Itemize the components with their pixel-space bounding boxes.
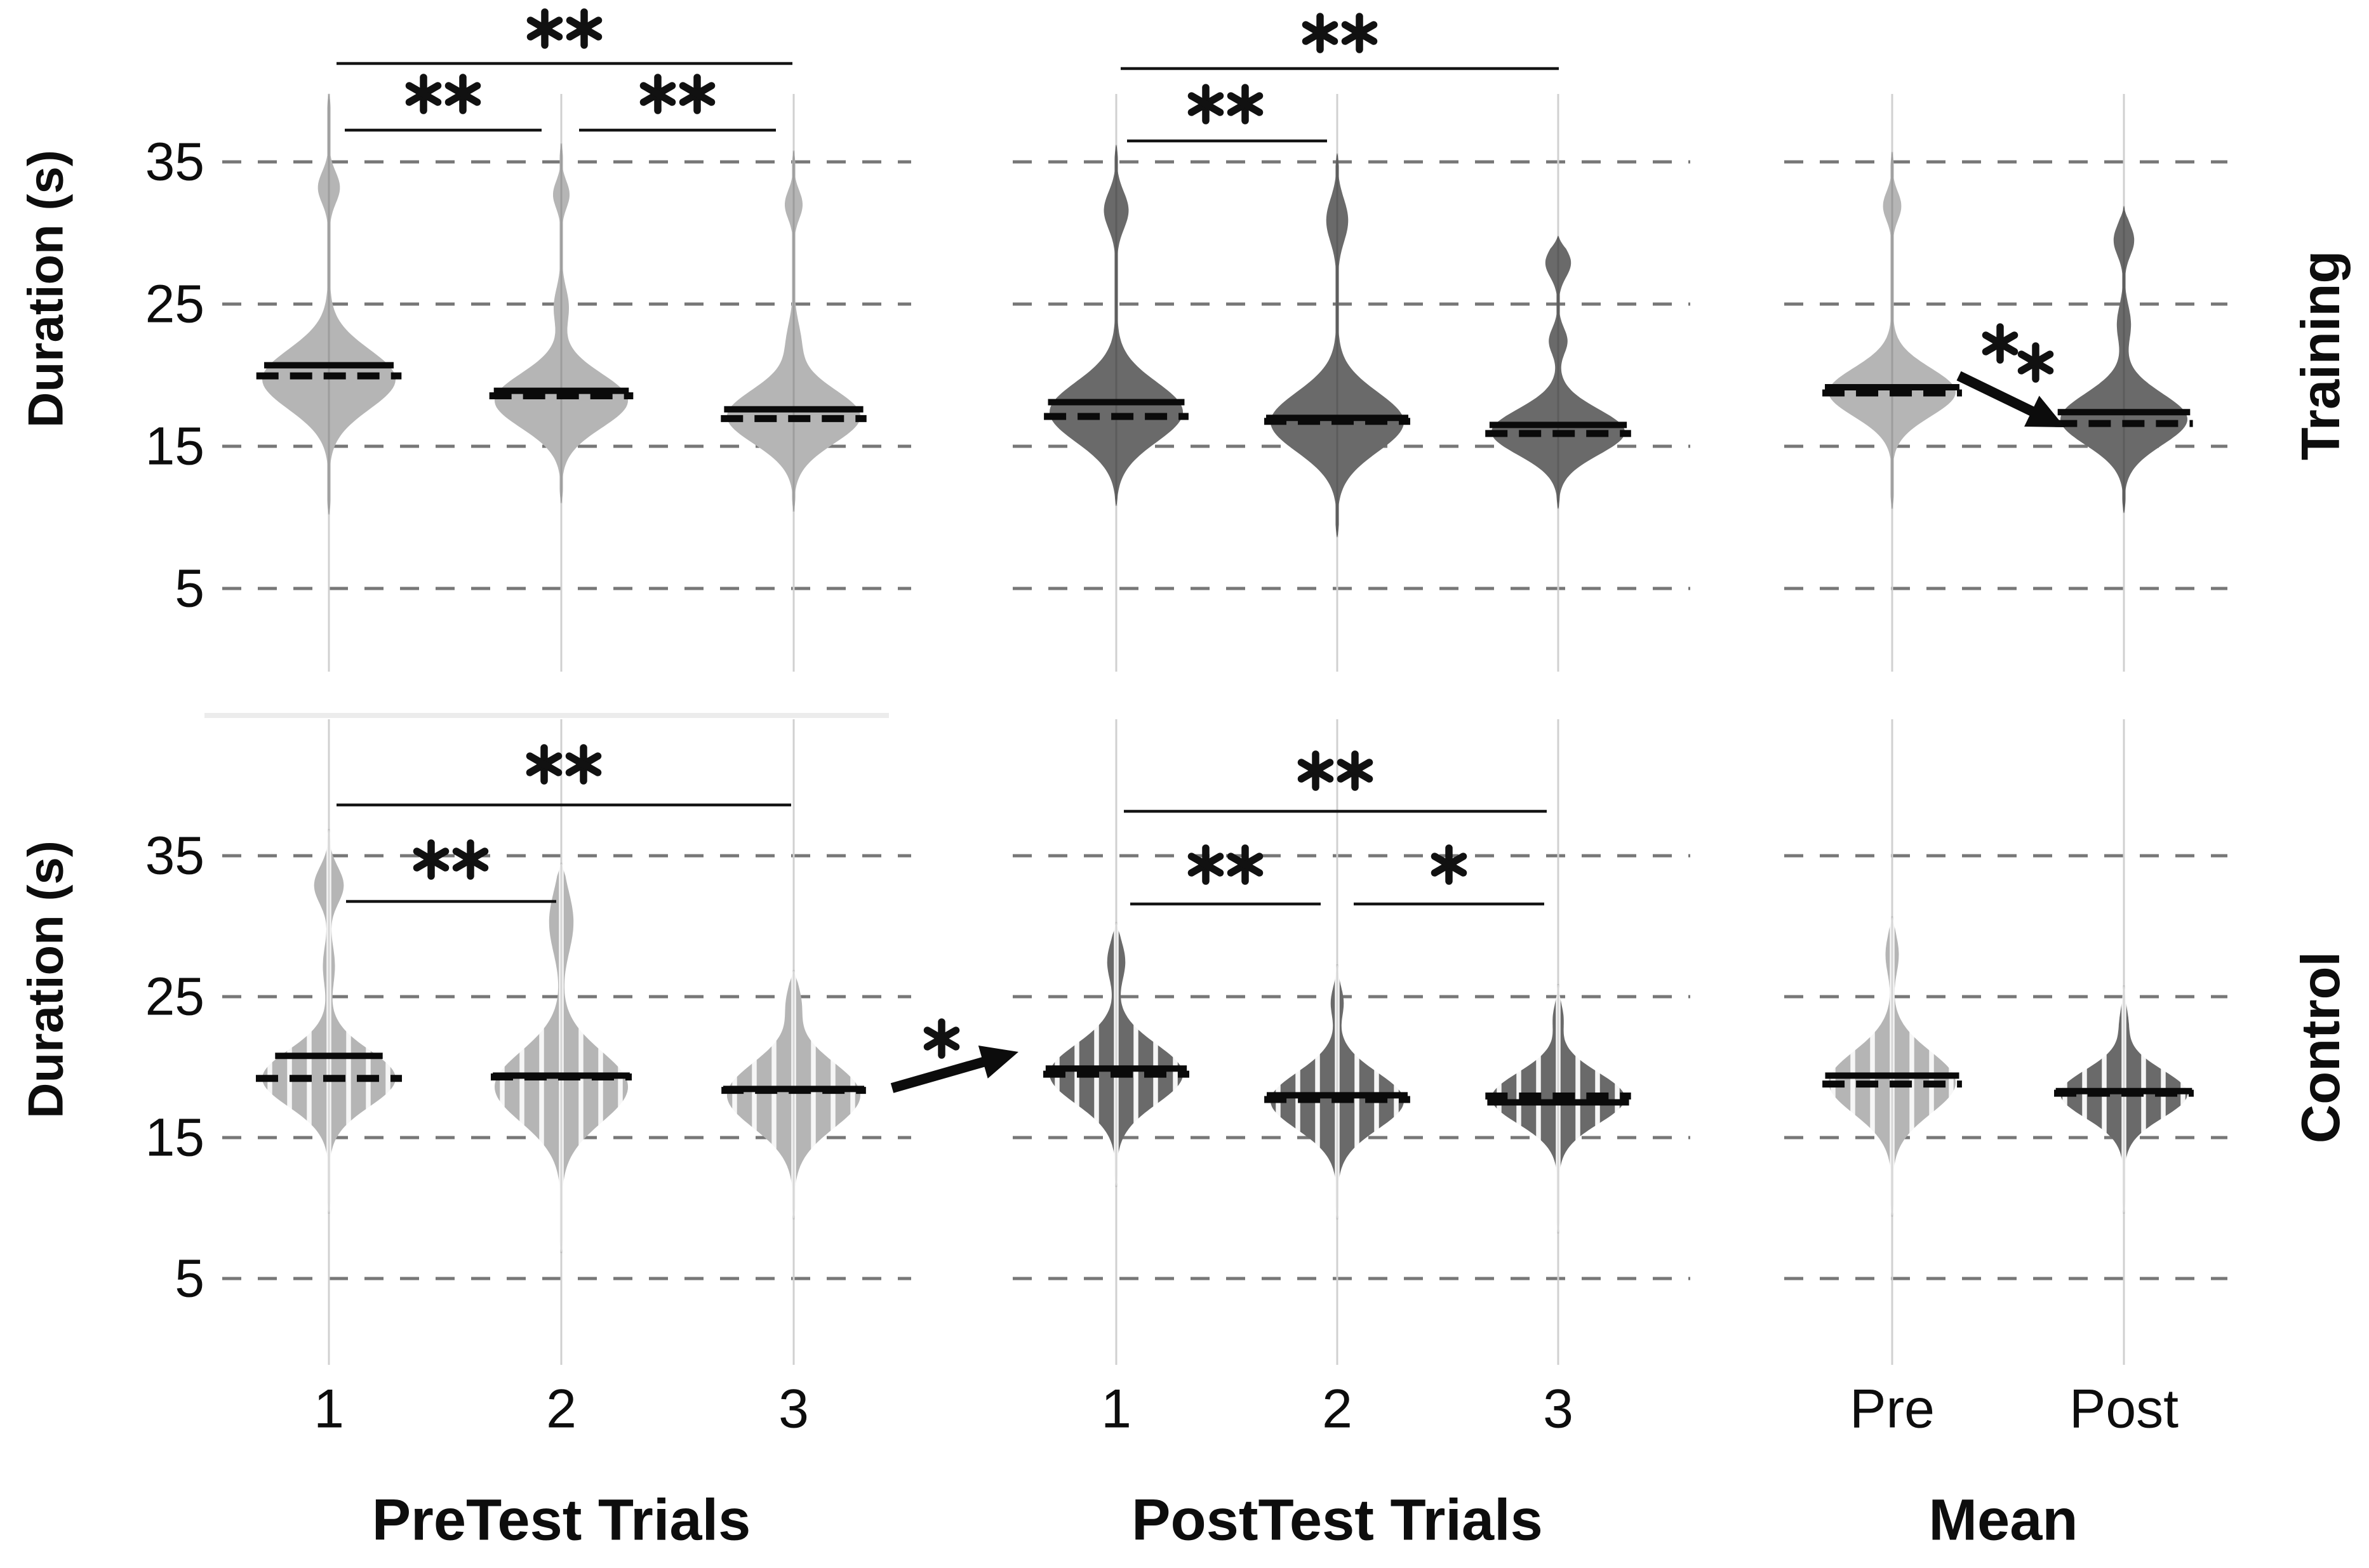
asterisk-stroke: [1227, 853, 1264, 877]
violin-control-mean-post: [2060, 985, 2187, 1214]
significance-stars: [1227, 84, 1264, 124]
violin-control-posttest-3: [1491, 984, 1625, 1233]
significance-stars: [405, 74, 442, 114]
y-tick-label: 15: [145, 416, 204, 476]
asterisk-stroke: [1341, 21, 1378, 45]
violin-control-pretest-1: [262, 828, 396, 1214]
significance-stars: [526, 8, 563, 49]
significance-stars: [452, 839, 489, 880]
significance-stars: [639, 74, 676, 114]
violin-control-pretest-2: [495, 863, 628, 1253]
arrow-significance-star: [2017, 342, 2054, 383]
asterisk-stroke: [639, 82, 676, 106]
y-tick-label: 5: [175, 1248, 204, 1308]
y-tick-label: 35: [145, 825, 204, 886]
trend-arrow-head: [978, 1046, 1018, 1079]
y-axis-label-top: Duration (s): [17, 150, 74, 428]
asterisk-stroke: [1302, 21, 1338, 45]
asterisk-stroke: [526, 17, 563, 41]
violin-training-mean-pre: [1829, 152, 1956, 509]
asterisk-stroke: [566, 17, 603, 41]
y-tick-label: 5: [175, 558, 204, 618]
asterisk-stroke: [1187, 853, 1224, 877]
significance-stars: [444, 74, 481, 114]
trend-arrow-shaft: [1956, 371, 2045, 421]
x-tick-label: 2: [1322, 1378, 1352, 1440]
asterisk-stroke: [565, 752, 602, 776]
significance-stars: [413, 839, 450, 880]
significance-stars: [566, 8, 603, 49]
significance-stars: [679, 74, 716, 114]
significance-stars: [1431, 844, 1467, 885]
panel-title-pretest: PreTest Trials: [371, 1487, 751, 1553]
x-tick-label: 1: [314, 1378, 344, 1440]
asterisk-stroke: [444, 82, 481, 106]
asterisk-stroke: [1982, 331, 2019, 355]
violin-control-mean-pre: [1829, 916, 1956, 1217]
x-tick-label: 3: [1543, 1378, 1573, 1440]
x-tick-label: 2: [546, 1378, 577, 1440]
significance-stars: [1341, 13, 1378, 53]
significance-stars: [565, 744, 602, 785]
y-tick-label: 25: [145, 274, 204, 334]
y-tick-label: 25: [145, 966, 204, 1027]
asterisk-stroke: [452, 847, 489, 872]
x-tick-label: Post: [2069, 1378, 2179, 1440]
y-tick-label: 35: [145, 131, 204, 192]
trend-arrow-shaft: [890, 1054, 996, 1093]
significance-stars: [1297, 750, 1334, 791]
significance-stars: [1187, 844, 1224, 885]
row-label-control: Control: [2291, 951, 2351, 1144]
significance-stars: [526, 744, 563, 785]
significance-stars: [1227, 844, 1264, 885]
violin-control-posttest-1: [1050, 922, 1183, 1187]
violin-training-mean-post: [2060, 206, 2187, 514]
asterisk-stroke: [1227, 92, 1264, 116]
violin-training-posttest-2: [1271, 153, 1404, 538]
x-tick-label: 1: [1101, 1378, 1131, 1440]
asterisk-stroke: [1337, 759, 1373, 783]
asterisk-stroke: [413, 847, 450, 872]
arrow-significance-star: [923, 1018, 960, 1059]
asterisk-stroke: [1431, 853, 1467, 877]
trend-arrow-head: [2024, 395, 2065, 427]
panel-title-posttest: PostTest Trials: [1131, 1487, 1543, 1553]
significance-stars: [1187, 84, 1224, 124]
y-tick-label: 15: [145, 1107, 204, 1167]
violin-training-pretest-1: [262, 93, 396, 515]
violin-control-pretest-3: [727, 969, 860, 1219]
violin-training-posttest-3: [1491, 236, 1625, 509]
asterisk-stroke: [1297, 759, 1334, 783]
violin-control-posttest-2: [1271, 964, 1404, 1219]
violin-training-pretest-2: [495, 143, 628, 503]
x-tick-label: Pre: [1850, 1378, 1935, 1440]
asterisk-stroke: [923, 1027, 960, 1051]
y-axis-label-bottom: Duration (s): [17, 840, 74, 1119]
x-tick-label: 3: [778, 1378, 809, 1440]
asterisk-stroke: [526, 752, 563, 776]
asterisk-stroke: [2017, 350, 2054, 375]
asterisk-stroke: [679, 82, 716, 106]
panel-title-mean: Mean: [1928, 1487, 2078, 1553]
significance-stars: [1302, 13, 1338, 53]
significance-stars: [1337, 750, 1373, 791]
asterisk-stroke: [405, 82, 442, 106]
arrow-significance-star: [1982, 323, 2019, 364]
asterisk-stroke: [1187, 92, 1224, 116]
row-label-training: Training: [2291, 250, 2351, 461]
